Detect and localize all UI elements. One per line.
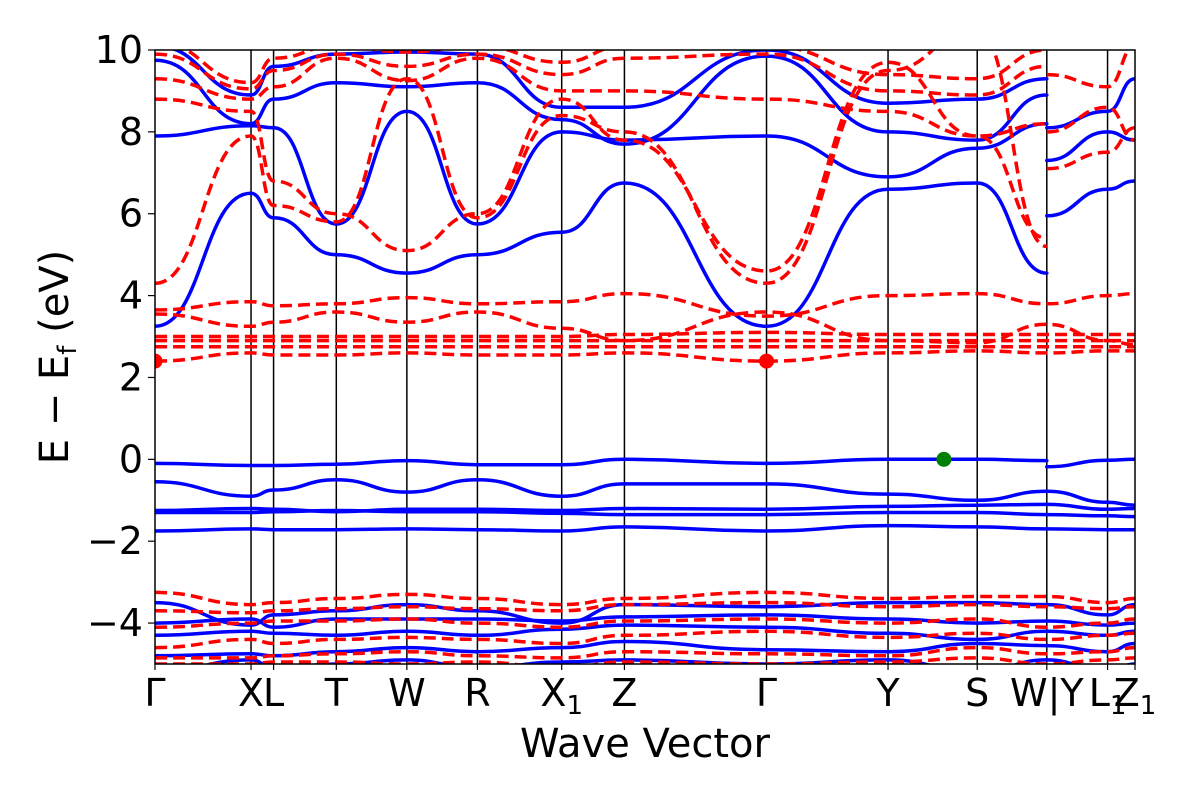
x-tick-label-main: L xyxy=(1089,671,1110,715)
x-tick-label-main: Γ xyxy=(144,671,165,715)
x-tick-label-main: Γ xyxy=(756,671,777,715)
x-tick-label-main: W xyxy=(388,671,426,715)
x-tick-label: Y xyxy=(875,671,900,715)
x-tick-label: L1 xyxy=(1089,671,1127,721)
vbm-marker xyxy=(936,451,952,467)
y-tick-label: 4 xyxy=(119,274,143,318)
spin-up-band-line xyxy=(155,623,1135,642)
y-axis-title: E − Ef (eV) xyxy=(32,250,83,465)
y-axis-title-main: E − E xyxy=(32,355,78,465)
x-tick-label-main: R xyxy=(464,671,490,715)
plot-frame xyxy=(154,49,1136,665)
spin-down-band-line xyxy=(155,617,1135,629)
spin-up-band-line xyxy=(155,54,1049,146)
x-axis-title: Wave Vector xyxy=(520,721,771,767)
spin-up-band-line xyxy=(155,523,1135,533)
y-tick-label: 2 xyxy=(119,355,143,399)
spin-down-band-line xyxy=(155,645,1135,660)
cbm-marker xyxy=(155,353,163,369)
spin-up-band-line xyxy=(155,457,1049,468)
y-tick-label: −4 xyxy=(87,601,143,645)
x-tick-label-main: W|Y xyxy=(1010,671,1084,716)
x-tick-label: L xyxy=(263,671,284,715)
spin-up-band-line xyxy=(155,502,1135,514)
x-tick-label-main: L xyxy=(263,671,284,715)
spin-down-band-line xyxy=(155,52,1047,97)
y-tick-label: 0 xyxy=(119,437,143,481)
y-tick-label: −2 xyxy=(87,519,143,563)
spin-down-band-line xyxy=(155,629,1135,650)
y-tick-label: 10 xyxy=(95,28,143,72)
y-axis-title-unit: (eV) xyxy=(32,250,78,346)
x-tick-label-main: Z xyxy=(611,671,637,715)
x-tick-label: W|Y xyxy=(1010,671,1084,716)
x-tick-label-sub: 1 xyxy=(1140,691,1157,721)
x-tick-label-main: X xyxy=(238,671,264,715)
band-edge-markers xyxy=(155,353,952,467)
cbm-marker xyxy=(759,353,775,369)
spin-down-band-line xyxy=(155,291,1135,318)
spin-down-band-line xyxy=(1046,50,1131,89)
spin-down-band-line xyxy=(183,50,1047,85)
spin-up-band-line xyxy=(1045,457,1135,469)
spin-down-band-line xyxy=(155,656,1135,664)
spin-up-band-line xyxy=(155,478,1135,507)
spin-down-band-line xyxy=(155,310,1135,347)
x-tick-label-sub: 1 xyxy=(1110,691,1127,721)
spin-down-band-line xyxy=(155,56,1047,138)
spin-down-band-line xyxy=(155,60,1048,273)
y-tick-label: 8 xyxy=(119,110,143,154)
x-tick-label-main: X xyxy=(540,671,566,715)
x-tick-label: T xyxy=(324,671,349,715)
x-tick-label-main: Y xyxy=(875,671,900,715)
spin-down-band-line xyxy=(155,50,1048,286)
y-tick-label: 6 xyxy=(119,192,143,236)
x-tick-label: S xyxy=(965,671,989,715)
y-axis: 10 8 6 4 2 0 −2 −4 xyxy=(87,28,155,645)
spin-down-band-line xyxy=(1046,105,1135,142)
y-axis-title-sub: f xyxy=(53,345,83,355)
x-tick-label-sub: 1 xyxy=(566,691,583,721)
x-tick-label-main: T xyxy=(324,671,349,715)
x-tick-label: X xyxy=(238,671,264,715)
spin-up-band-line xyxy=(155,613,1135,629)
x-tick-label: Z xyxy=(611,671,637,715)
spin-down-band-line xyxy=(155,600,1135,615)
spin-up-band-line xyxy=(155,109,1049,226)
spin-down-band-line xyxy=(155,330,1135,339)
plot-area xyxy=(154,49,1136,665)
spin-up-band-line xyxy=(155,181,1049,329)
x-tick-label: R xyxy=(464,671,490,715)
x-tick-label-main: Z xyxy=(1114,671,1140,715)
x-tick-label: W xyxy=(388,671,426,715)
spin-down-band-line xyxy=(155,590,1135,607)
x-tick-label-main: S xyxy=(965,671,989,715)
spin-up-band-line xyxy=(155,508,1135,519)
spin-down-band-line xyxy=(155,349,1135,363)
x-tick-label: Γ xyxy=(756,671,777,715)
spin-up-band-line xyxy=(1045,179,1135,218)
spin-up-band-line xyxy=(1045,76,1135,130)
x-tick-label: Γ xyxy=(144,671,165,715)
band-lines xyxy=(155,50,1135,664)
spin-up-band-line xyxy=(155,600,1135,627)
spin-up-band-line xyxy=(1045,130,1135,163)
x-tick-label: Z1 xyxy=(1114,671,1157,721)
x-tick-label: X1 xyxy=(540,671,583,721)
